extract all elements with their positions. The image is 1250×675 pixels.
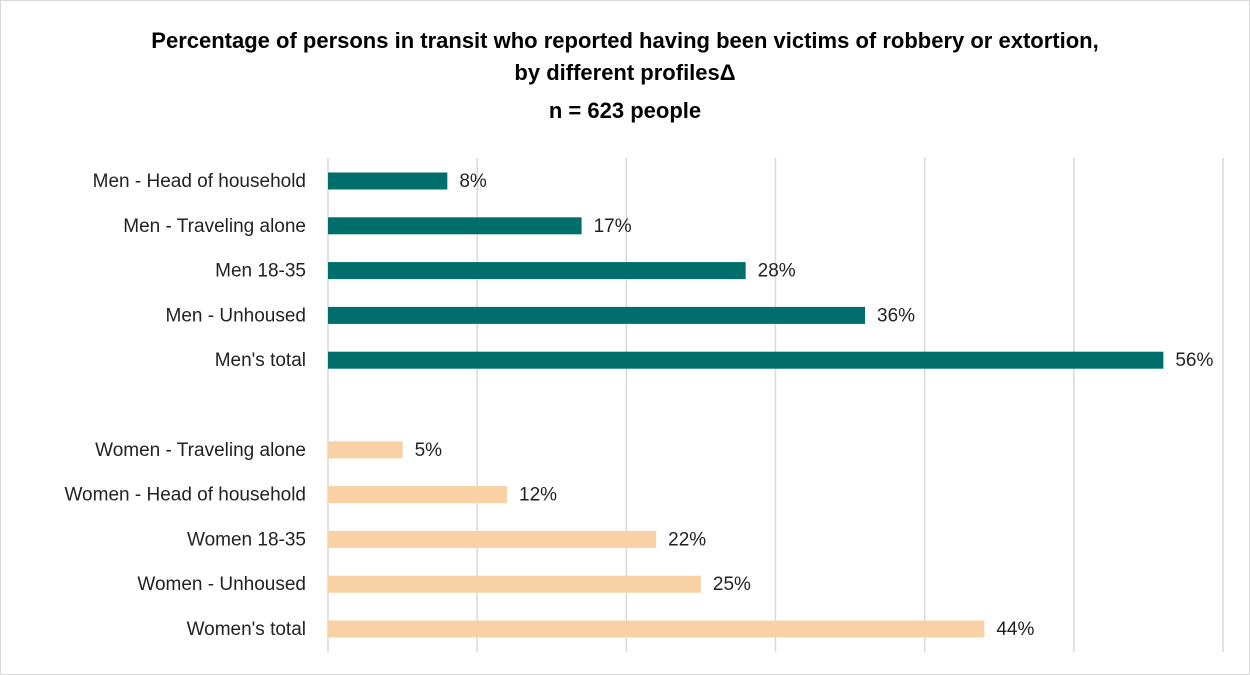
- bar: [328, 530, 657, 548]
- bar: [328, 486, 507, 504]
- value-label: 5%: [415, 440, 443, 461]
- value-label: 17%: [594, 216, 632, 237]
- bar: [328, 217, 582, 235]
- bar: [328, 620, 985, 638]
- bar: [328, 172, 448, 190]
- y-tick-label: Men - Traveling alone: [123, 216, 306, 237]
- value-label: 8%: [459, 171, 487, 192]
- y-tick-label: Women - Traveling alone: [95, 440, 306, 461]
- bar: [328, 262, 746, 280]
- bar: [328, 351, 1164, 369]
- bar: [328, 441, 403, 459]
- y-tick-label: Men's total: [215, 350, 306, 371]
- y-tick-label: Men 18-35: [215, 261, 306, 282]
- bar: [328, 306, 865, 324]
- value-label: 28%: [758, 261, 796, 282]
- y-tick-label: Men - Unhoused: [166, 305, 306, 326]
- y-tick-label: Women 18-35: [187, 529, 306, 550]
- value-label: 25%: [713, 574, 751, 595]
- y-tick-label: Men - Head of household: [93, 171, 306, 192]
- y-tick-label: Women's total: [187, 619, 306, 640]
- chart-subtitle: n = 623 people: [548, 98, 702, 123]
- value-label: 44%: [996, 619, 1034, 640]
- y-tick-label: Women - Unhoused: [137, 574, 306, 595]
- value-label: 36%: [877, 305, 915, 326]
- bar: [328, 575, 701, 593]
- chart-title: Percentage of persons in transit who rep…: [151, 28, 1099, 85]
- y-tick-label: Women - Head of household: [64, 485, 306, 506]
- value-label: 22%: [668, 529, 706, 550]
- value-label: 56%: [1175, 350, 1213, 371]
- value-label: 12%: [519, 485, 557, 506]
